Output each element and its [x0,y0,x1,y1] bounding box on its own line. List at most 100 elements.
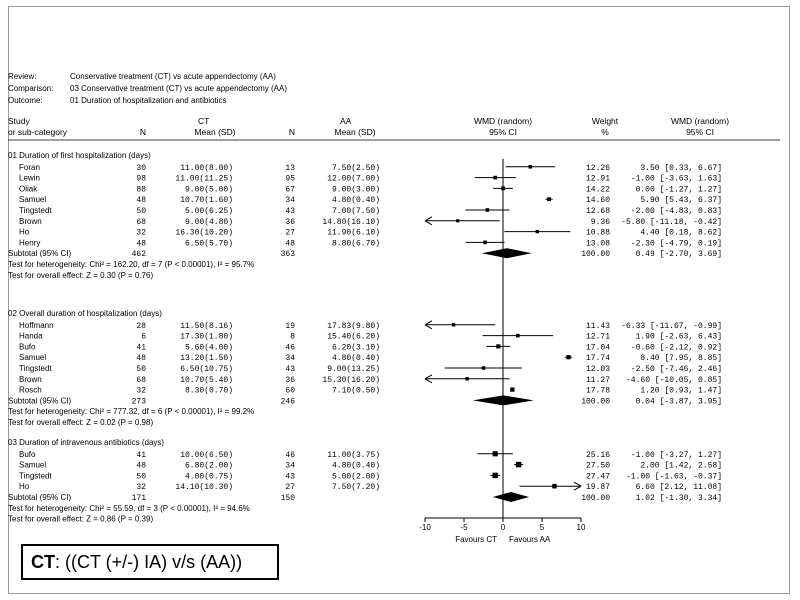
study-2-6-ct-mean-sd: 10.70(5.40) [180,376,233,385]
study-3-4-ci-arrow-right [573,481,582,491]
abbreviation-legend-box: CT: ((CT (+/-) IA) v/s (AA)) [21,544,279,580]
study-1-4-weight: 14.60 [586,196,610,205]
col-ct-mean-sd: Mean (SD) [194,127,235,137]
study-1-7-aa-mean-sd: 11.90(6.10) [327,229,380,238]
x-tick-label-1: -5 [460,523,468,532]
study-1-6-ct-mean-sd: 9.00(4.80) [185,218,233,227]
group-2-overall-effect: Test for overall effect: Z = 0.02 (P = 0… [8,418,153,427]
study-1-2-aa-n: 95 [285,175,295,184]
study-3-4-aa-n: 27 [285,483,295,492]
study-2-4-point-estimate [566,355,571,360]
study-3-1-aa-mean-sd: 11.00(3.75) [327,451,380,460]
study-2-6-ci-arrow-left [424,374,433,384]
col-ci95-plot: 95% CI [489,127,517,137]
study-1-7-name: Ho [19,228,30,237]
study-3-4-point-estimate [552,483,557,489]
study-3-4-wmd-ci: 6.60 [2.12, 11.08] [636,483,722,492]
x-tick-label-4: 10 [577,523,586,532]
study-1-5-ct-n: 50 [136,207,146,216]
review-value: Conservative treatment (CT) vs acute app… [70,72,276,81]
study-3-4-name: Ho [19,482,30,491]
comparison-value: 03 Conservative treatment (CT) vs acute … [70,84,287,93]
study-1-4-aa-mean-sd: 4.80(0.40) [332,196,380,205]
col-ct: CT [198,116,209,126]
study-1-2-ct-n: 98 [136,175,146,184]
subtotal-2-weight: 100.00 [581,397,610,406]
study-2-2-ct-n: 6 [141,333,146,342]
study-1-7-aa-n: 27 [285,229,295,238]
study-1-8-point-estimate [483,240,487,245]
favours-ct-label: Favours CT [455,535,497,544]
subtotal-2-wmd-ci: 0.04 [-3.87, 3.95] [636,397,722,406]
study-3-1-ct-mean-sd: 10.00(6.50) [180,451,233,460]
study-2-3-aa-mean-sd: 6.20(3.10) [332,343,380,352]
comparison-label: Comparison: [8,84,53,93]
x-tick-label-3: 5 [540,523,545,532]
study-1-2-weight: 12.91 [586,175,610,184]
legend-text: : ((CT (+/-) IA) v/s (AA)) [55,552,243,572]
study-2-1-name: Hoffmann [19,321,54,330]
subtotal-2-label: Subtotal (95% CI) [8,396,71,405]
study-3-3-ct-n: 50 [136,472,146,481]
study-2-5-weight: 12.03 [586,365,610,374]
study-3-4-ct-mean-sd: 14.10(10.30) [175,483,233,492]
study-2-5-ct-mean-sd: 6.50(10.75) [180,365,233,374]
study-2-7-name: Rosch [19,386,42,395]
study-2-6-wmd-ci: -4.60 [-10.05, 0.85] [626,376,722,385]
subtotal-1-weight: 100.00 [581,250,610,259]
col-ci95: 95% CI [686,127,714,137]
study-1-2-ct-mean-sd: 11.00(11.25) [175,175,233,184]
study-1-1-wmd-ci: 3.50 [0.33, 6.67] [640,164,722,173]
study-1-1-name: Foran [19,163,40,172]
x-tick-label-0: -10 [419,523,431,532]
study-1-7-ct-mean-sd: 16.30(10.20) [175,229,233,238]
study-1-6-aa-n: 36 [285,218,295,227]
study-2-7-ct-mean-sd: 8.30(0.70) [185,387,233,396]
study-2-7-weight: 17.78 [586,387,610,396]
study-1-6-wmd-ci: -5.80 [-11.18, -0.42] [621,218,722,227]
study-1-4-aa-n: 34 [285,196,295,205]
group-1-overall-effect: Test for overall effect: Z = 0.30 (P = 0… [8,271,153,280]
study-2-2-ct-mean-sd: 17.30(1.80) [180,333,233,342]
subtotal-1-ct-n: 462 [132,250,147,259]
study-1-3-ct-n: 88 [136,185,146,194]
study-1-5-weight: 12.68 [586,207,610,216]
study-2-3-aa-n: 46 [285,343,295,352]
study-1-6-weight: 9.36 [591,218,610,227]
subtotal-1-wmd-ci: 0.49 [-2.70, 3.69] [636,250,722,259]
study-1-1-ct-mean-sd: 11.00(8.00) [180,164,233,173]
figure-frame [8,6,790,594]
study-1-3-wmd-ci: 0.00 [-1.27, 1.27] [636,185,722,194]
subtotal-1-aa-n: 363 [281,250,296,259]
subtotal-3-aa-n: 150 [281,494,296,503]
study-1-3-ct-mean-sd: 9.00(5.00) [185,185,233,194]
review-label: Review: [8,72,36,81]
study-1-7-ct-n: 32 [136,229,146,238]
study-2-2-weight: 12.71 [586,333,610,342]
study-1-8-aa-mean-sd: 8.80(6.70) [332,239,380,248]
study-2-6-name: Brown [19,375,42,384]
outcome-value: 01 Duration of hospitalization and antib… [70,96,227,105]
study-3-4-weight: 19.87 [586,483,610,492]
study-2-2-point-estimate [516,333,520,338]
study-1-5-ct-mean-sd: 5.00(6.25) [185,207,233,216]
study-1-8-name: Henry [19,238,40,247]
study-3-1-weight: 25.16 [586,451,610,460]
study-1-5-aa-n: 43 [285,207,295,216]
favours-aa-label: Favours AA [509,535,551,544]
study-2-5-wmd-ci: -2.50 [-7.46, 2.46] [631,365,722,374]
study-2-4-aa-mean-sd: 4.80(0.40) [332,354,380,363]
study-1-8-aa-n: 48 [285,239,295,248]
study-3-2-wmd-ci: 2.00 [1.42, 2.58] [640,462,722,471]
study-1-2-name: Lewin [19,174,40,183]
subtotal-3-label: Subtotal (95% CI) [8,493,71,502]
study-3-2-point-estimate [515,461,522,468]
group-2-heterogeneity: Test for heterogeneity: Chi² = 777.32, d… [8,407,254,416]
study-1-8-ct-mean-sd: 6.50(5.70) [185,239,233,248]
study-1-4-ct-n: 48 [136,196,146,205]
x-tick-label-2: 0 [501,523,506,532]
study-1-5-wmd-ci: -2.00 [-4.83, 0.83] [631,207,722,216]
study-2-3-point-estimate [496,344,501,349]
study-2-6-aa-n: 36 [285,376,295,385]
